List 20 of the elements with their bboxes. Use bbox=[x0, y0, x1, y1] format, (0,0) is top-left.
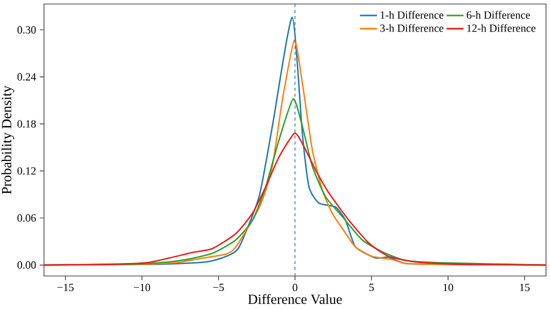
x-tick-label: −5 bbox=[213, 284, 224, 292]
y-tick-label: 0.12 bbox=[17, 167, 36, 175]
y-tick-label: 0.06 bbox=[17, 214, 36, 222]
legend-label: 1-h Difference bbox=[380, 10, 444, 19]
y-tick-label: 0.18 bbox=[17, 120, 36, 128]
y-tick-label: 0.24 bbox=[17, 73, 36, 81]
legend-label: 12-h Difference bbox=[467, 24, 536, 32]
x-tick-label: −10 bbox=[134, 284, 150, 292]
x-tick-label: 10 bbox=[444, 284, 454, 292]
x-tick-label: −15 bbox=[57, 284, 74, 292]
x-tick-label: 0 bbox=[292, 284, 298, 292]
legend-label: 3-h Difference bbox=[380, 24, 444, 32]
line-series bbox=[44, 132, 546, 266]
y-tick-label: 0.00 bbox=[17, 261, 36, 269]
y-axis-title: Probability Density bbox=[2, 86, 14, 194]
x-tick-label: 15 bbox=[520, 284, 530, 292]
legend-label: 6-h Difference bbox=[466, 10, 530, 19]
x-tick-label: 5 bbox=[369, 284, 374, 292]
y-tick-label: 0.30 bbox=[17, 26, 36, 34]
x-axis-title: Difference Value bbox=[248, 294, 342, 304]
